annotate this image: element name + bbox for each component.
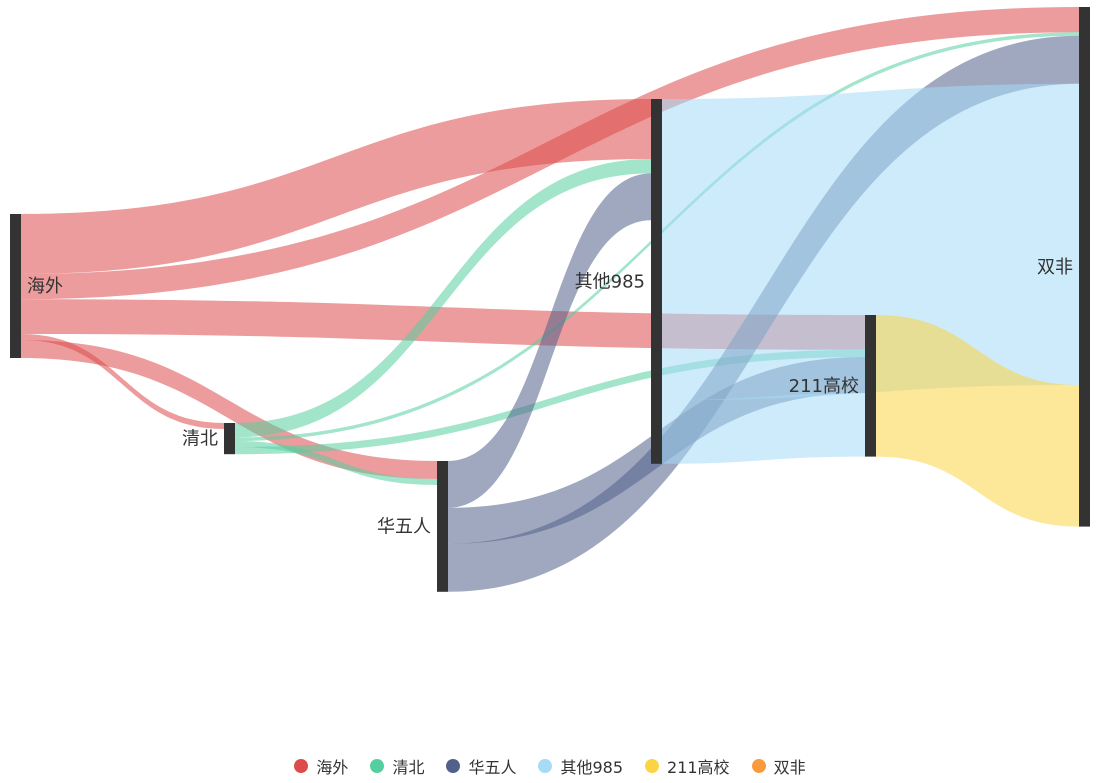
link-qingbei-to-g211[interactable] <box>235 349 865 455</box>
legend-dot-icon <box>751 759 766 773</box>
legend-dot-icon <box>446 759 461 773</box>
node-g211[interactable] <box>865 315 876 457</box>
node-label-shuangfei: 双非 <box>1037 257 1073 278</box>
node-label-haiwai: 海外 <box>27 276 63 297</box>
link-huawuren-to-qita985[interactable] <box>448 173 651 508</box>
link-haiwai-to-qita985[interactable] <box>21 99 651 274</box>
link-haiwai-to-qingbei[interactable] <box>21 334 224 429</box>
link-qingbei-to-huawuren[interactable] <box>235 441 437 485</box>
legend-item-huawuren[interactable]: 华五人 <box>446 754 516 778</box>
node-label-qita985: 其他985 <box>575 271 645 292</box>
link-qita985-to-shuangfei[interactable] <box>662 83 1079 401</box>
link-haiwai-to-shuangfei[interactable] <box>21 7 1079 300</box>
node-shuangfei[interactable] <box>1079 7 1090 527</box>
node-label-huawuren: 华五人 <box>377 516 431 537</box>
legend-label: 华五人 <box>468 758 517 777</box>
node-huawuren[interactable] <box>437 461 448 592</box>
legend-item-qita985[interactable]: 其他985 <box>538 754 623 778</box>
legend-label: 海外 <box>316 758 349 777</box>
legend-dot-icon <box>294 759 309 773</box>
legend-label: 清北 <box>392 758 425 777</box>
legend-label: 其他985 <box>560 758 624 777</box>
legend-dot-icon <box>370 759 385 773</box>
legend: 海外 清北 华五人 其他985 211高校 双非 <box>0 754 1100 778</box>
link-haiwai-to-huawuren[interactable] <box>21 340 437 479</box>
legend-dot-icon <box>645 759 660 773</box>
legend-item-qingbei[interactable]: 清北 <box>370 754 424 778</box>
node-label-qingbei: 清北 <box>182 429 218 450</box>
legend-item-shuangfei[interactable]: 双非 <box>751 754 806 778</box>
link-qita985-to-g211[interactable] <box>662 393 865 464</box>
legend-item-g211[interactable]: 211高校 <box>645 754 730 778</box>
node-qingbei[interactable] <box>224 423 235 455</box>
node-label-g211: 211高校 <box>789 376 859 397</box>
legend-item-haiwai[interactable]: 海外 <box>294 754 348 778</box>
node-qita985[interactable] <box>651 99 662 464</box>
link-g211-to-shuangfei[interactable] <box>876 315 1079 527</box>
legend-dot-icon <box>538 759 553 773</box>
link-qingbei-to-qita985[interactable] <box>235 159 651 438</box>
nodes-layer <box>10 7 1090 592</box>
node-haiwai[interactable] <box>10 214 21 358</box>
legend-label: 211高校 <box>667 758 730 777</box>
legend-label: 双非 <box>773 758 806 777</box>
links-layer <box>21 7 1079 592</box>
